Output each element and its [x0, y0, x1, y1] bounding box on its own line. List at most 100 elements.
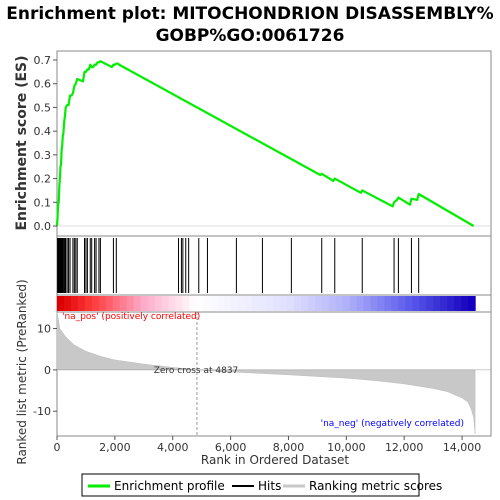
heatmap-cell — [461, 296, 469, 311]
heatmap-cell — [84, 296, 93, 311]
ranking-metric-area — [56, 311, 491, 436]
heatmap-cell — [266, 296, 274, 311]
es-y-tick-label: 0.0 — [34, 220, 52, 233]
y-axis-title-es: Enrichment score (ES) — [14, 55, 30, 230]
heatmap-cell — [293, 296, 302, 311]
heatmap-cell — [398, 296, 407, 311]
legend: Enrichment profile Hits Ranking metric s… — [81, 473, 442, 497]
heatmap-cell — [189, 296, 197, 311]
heatmap-cell — [161, 296, 170, 311]
heatmap-cell — [57, 296, 65, 311]
es-y-tick-label: 0.1 — [34, 196, 52, 209]
heatmap-cell — [182, 296, 190, 311]
heatmap-cell — [321, 296, 330, 311]
heatmap-cell — [412, 296, 420, 311]
heatmap-cell — [286, 296, 295, 311]
heatmap-cell — [259, 296, 267, 311]
heatmap-cell — [147, 296, 156, 311]
heatmap-cell — [252, 296, 260, 311]
x-tick-label: 14,000 — [443, 441, 482, 454]
legend-label-profile: Enrichment profile — [114, 479, 225, 493]
es-y-tick-label: 0.2 — [34, 173, 52, 186]
pos-correlated-label: 'na_pos' (positively correlated) — [62, 312, 200, 322]
hit-ticks — [57, 238, 420, 293]
x-tick-label: 0 — [54, 441, 61, 454]
ranking-heatmap — [57, 296, 476, 311]
heatmap-cell — [419, 296, 427, 311]
heatmap-cell — [203, 296, 211, 311]
metric-y-tick-label: 0 — [44, 364, 51, 377]
heatmap-cell — [140, 296, 149, 311]
heatmap-cell — [168, 296, 177, 311]
heatmap-cell — [384, 296, 393, 311]
x-tick-label: 2,000 — [99, 441, 131, 454]
heatmap-cell — [98, 296, 107, 311]
heatmap-cell — [63, 296, 72, 311]
heatmap-cell — [426, 296, 434, 311]
heatmap-cell — [342, 296, 351, 311]
es-panel — [56, 50, 492, 237]
y-axis-title-metric: Ranked list metric (PreRanked) — [15, 279, 29, 464]
heatmap-cell — [245, 296, 253, 311]
es-y-tick-label: 0.7 — [34, 54, 52, 67]
legend-label-hits: Hits — [258, 479, 281, 493]
chart-title-line2: GOBP%GO:0061726 — [156, 26, 345, 46]
heatmap-cell — [314, 296, 323, 311]
heatmap-cell — [154, 296, 163, 311]
heatmap-cell — [175, 296, 184, 311]
chart-title-line1: Enrichment plot: MITOCHONDRION DISASSEMB… — [6, 4, 493, 24]
heatmap-cell — [70, 296, 79, 311]
zero-cross-label: Zero cross at 4837 — [154, 366, 239, 376]
es-profile-line — [55, 60, 475, 227]
heatmap-cell — [279, 296, 288, 311]
heatmap-cell — [217, 296, 225, 311]
es-y-tick-label: 0.3 — [34, 149, 52, 162]
heatmap-cell — [349, 296, 358, 311]
es-y-tick-label: 0.6 — [34, 78, 52, 91]
es-y-tick-label: 0.4 — [34, 125, 52, 138]
x-tick-label: 12,000 — [385, 441, 424, 454]
heatmap-cell — [440, 296, 448, 311]
heatmap-cell — [335, 296, 344, 311]
heatmap-cell — [231, 296, 239, 311]
metric-y-tick-label: 10 — [37, 323, 51, 336]
x-tick-label: 10,000 — [327, 441, 366, 454]
heatmap-cell — [370, 296, 379, 311]
heatmap-cell — [454, 296, 462, 311]
heatmap-cell — [447, 296, 455, 311]
neg-correlated-label: 'na_neg' (negatively correlated) — [321, 419, 464, 429]
heatmap-cell — [224, 296, 232, 311]
heatmap-cell — [391, 296, 400, 311]
legend-label-metric: Ranking metric scores — [309, 479, 442, 493]
heatmap-cell — [112, 296, 121, 311]
heatmap-cell — [377, 296, 386, 311]
heatmap-cell — [273, 296, 281, 311]
heatmap-cell — [433, 296, 441, 311]
heatmap-cell — [363, 296, 372, 311]
heatmap-cell — [356, 296, 365, 311]
heatmap-cell — [210, 296, 218, 311]
heatmap-cell — [238, 296, 246, 311]
x-tick-label: 8,000 — [273, 441, 305, 454]
heatmap-cell — [77, 296, 86, 311]
heatmap-cell — [468, 296, 476, 311]
heatmap-cell — [133, 296, 142, 311]
hits-panel — [56, 235, 492, 296]
heatmap-cell — [300, 296, 309, 311]
heatmap-cell — [307, 296, 316, 311]
x-axis-title: Rank in Ordered Dataset — [201, 453, 349, 467]
es-profile-group — [55, 60, 491, 227]
es-y-tick-label: 0.5 — [34, 101, 52, 114]
x-tick-label: 6,000 — [215, 441, 247, 454]
heatmap-cell — [91, 296, 100, 311]
heatmap-cell — [126, 296, 135, 311]
x-tick-label: 4,000 — [157, 441, 189, 454]
axes: 0.0 0.1 0.2 0.3 0.4 0.5 0.6 0.7 10 0 -10 0 2,000 4,00… — [33, 54, 481, 454]
heatmap-cell — [119, 296, 128, 311]
heatmap-cell — [105, 296, 114, 311]
metric-y-tick-label: -10 — [33, 405, 51, 418]
heatmap-cell — [196, 296, 204, 311]
heatmap-cell — [328, 296, 337, 311]
heatmap-cell — [405, 296, 413, 311]
